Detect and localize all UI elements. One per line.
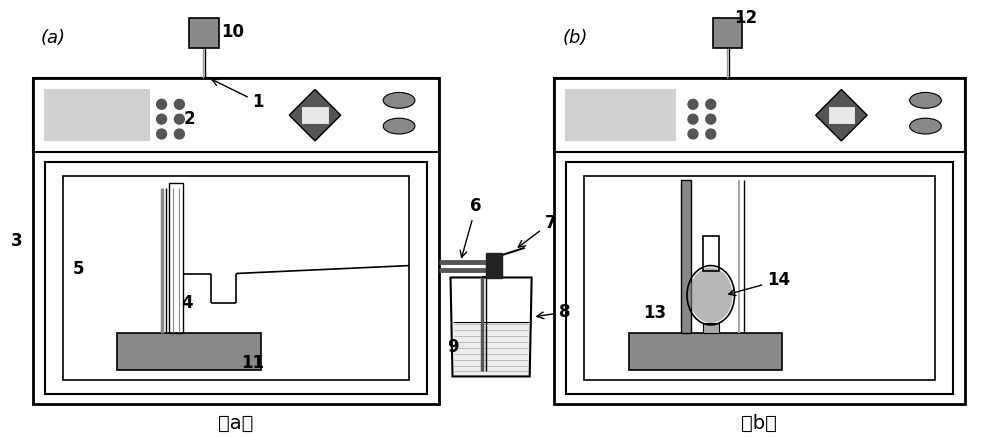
Circle shape [157,114,167,124]
Text: 5: 5 [73,260,84,277]
Circle shape [174,129,184,139]
Bar [566,90,675,140]
Bar [584,176,935,380]
Bar [117,333,261,371]
Circle shape [174,99,184,109]
Bar [703,236,719,271]
Text: (a): (a) [41,29,66,47]
Text: 9: 9 [448,338,459,356]
Circle shape [688,114,698,124]
Bar [681,180,691,333]
Text: 11: 11 [241,354,264,371]
Circle shape [706,114,716,124]
Text: 12: 12 [735,9,758,27]
Polygon shape [816,90,867,141]
Bar [33,78,439,152]
Text: 6: 6 [460,197,482,257]
Text: 2: 2 [183,110,195,128]
Bar [486,253,502,278]
Bar [629,333,782,371]
Ellipse shape [383,92,415,108]
Text: （a）: （a） [218,414,253,434]
Polygon shape [289,90,341,141]
Circle shape [174,114,184,124]
Text: 14: 14 [729,271,790,295]
Ellipse shape [910,92,941,108]
Bar [45,90,149,140]
Circle shape [157,129,167,139]
Bar [566,162,953,394]
Text: 7: 7 [518,214,556,247]
Bar [703,323,719,333]
Polygon shape [453,322,529,375]
Text: (b): (b) [562,29,588,47]
Ellipse shape [910,118,941,134]
Ellipse shape [689,267,733,323]
Bar [189,18,219,48]
Ellipse shape [383,118,415,134]
Circle shape [688,99,698,109]
Bar [169,184,183,333]
Bar [828,106,855,124]
Circle shape [706,99,716,109]
Circle shape [688,129,698,139]
Text: 3: 3 [11,232,23,250]
Text: 4: 4 [181,294,193,312]
Circle shape [157,99,167,109]
Text: 1: 1 [212,80,264,111]
Text: 13: 13 [643,304,667,322]
Bar [554,78,965,404]
Bar [301,106,329,124]
Text: 10: 10 [221,23,244,41]
Text: 8: 8 [537,303,571,321]
Bar [713,18,742,48]
Bar [33,78,439,404]
Circle shape [706,129,716,139]
Bar [45,162,427,394]
Bar [63,176,409,380]
Text: （b）: （b） [741,414,777,434]
Bar [554,78,965,152]
